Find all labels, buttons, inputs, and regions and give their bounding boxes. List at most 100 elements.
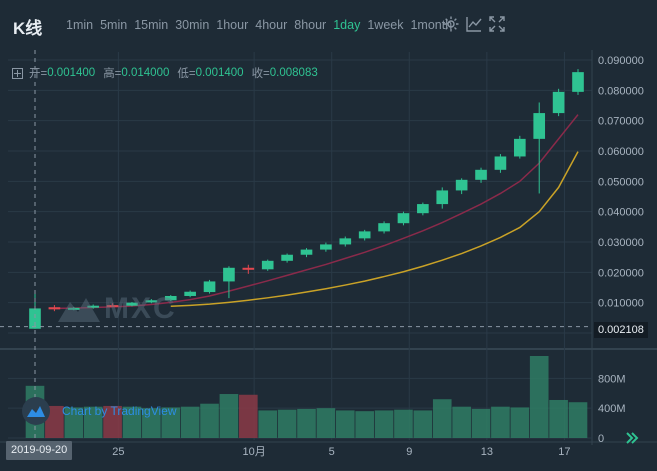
watermark-text: MXC [104,292,177,325]
mxc-logo-icon [58,298,100,322]
candle-body [397,213,410,224]
interval-tab-1hour[interactable]: 1hour [216,18,249,32]
volume-bar [277,409,297,438]
volume-bar [64,407,84,438]
volume-bar [83,406,103,438]
interval-tab-1day[interactable]: 1day [333,18,361,32]
volume-bar [219,394,239,438]
price-tick-label: 0.090000 [598,55,644,67]
candle-body [184,291,196,296]
scroll-to-realtime-button[interactable] [622,428,642,448]
candle-body [417,204,429,214]
ma-slow-line [170,151,579,308]
tradingview-icon [22,397,50,425]
volume-bar [142,408,161,438]
candle-body [145,300,158,303]
candle-body [223,267,235,282]
volume-bar [239,394,258,438]
price-tick-label: 0.040000 [598,207,644,219]
candle-body [320,244,332,250]
mxc-watermark: MXC [58,292,177,326]
candle-body [552,91,565,114]
candle-body [475,169,487,180]
interval-tab-30min[interactable]: 30min [175,18,210,32]
volume-bar [568,402,588,438]
candle-body [514,138,526,157]
ohlc-legend: 开= 0.001400 高= 0.014000 低= 0.001400 收= 0… [12,65,326,81]
volume-bar [335,410,355,438]
interval-tab-1week[interactable]: 1week [367,18,404,32]
candle-body [300,249,313,255]
time-tick-label: 13 [481,446,493,458]
candle-body [572,72,584,92]
volume-tick-label: 400M [598,403,626,415]
volume-bar [491,406,510,438]
volume-tick-label: 0 [598,433,604,445]
volume-bar [355,411,374,438]
high-value: 0.014000 [121,67,170,79]
candle-body [533,113,546,139]
ma-fast-line [54,114,579,310]
volume-bar [471,408,491,438]
price-tick-label: 0.070000 [598,116,644,128]
volume-bar [374,410,394,438]
tradingview-link[interactable]: Chart by TradingView [22,397,177,425]
time-tick-label: 10月 [243,446,266,458]
candle-body [378,223,390,232]
time-tick-label: 5 [329,446,335,458]
indicator-icon[interactable] [465,15,483,33]
crosshair-date-badge: 2019-09-20 [6,441,73,460]
fullscreen-icon[interactable] [488,15,506,33]
low-label: 低= [177,68,196,80]
volume-tick-label: 800M [598,373,626,385]
volume-bar [316,408,336,438]
settings-icon[interactable] [442,15,460,33]
crosshair-price-badge: 0.002108 [594,322,648,338]
low-value: 0.001400 [195,67,244,79]
close-label: 收= [251,68,270,80]
volume-bar [413,410,433,438]
double-chevron-right-icon [626,432,639,444]
price-tick-label: 0.010000 [598,298,644,310]
volume-bar [432,399,452,438]
volume-bar [510,407,530,438]
candle-body [455,179,468,191]
collapse-legend-icon[interactable] [12,67,23,79]
volume-bar [103,405,122,438]
candle-body [242,267,255,270]
price-tick-label: 0.030000 [598,237,644,249]
volume-bar [45,405,64,438]
volume-bar [122,406,142,438]
candle-body [67,307,80,310]
volume-bar [452,406,471,438]
candle-body [106,305,119,308]
volume-bar [258,410,278,438]
candle-body [29,308,41,329]
interval-tabs: 1min 5min 15min 30min 1hour 4hour 8hour 1day 1we… [66,18,459,32]
interval-tab-5min[interactable]: 5min [100,18,128,32]
volume-bar [200,403,219,438]
candle-body [164,295,177,301]
candle-body [436,190,449,205]
interval-tab-1month[interactable]: 1month [410,18,453,32]
candle-body [339,238,352,245]
interval-tab-15min[interactable]: 15min [134,18,169,32]
interval-tab-1min[interactable]: 1min [66,18,94,32]
volume-bar [549,399,568,438]
chart-header: K线 1min 5min 15min 30min 1hour 4hour 8hour 1day… [0,0,657,50]
price-tick-label: 0.020000 [598,267,644,279]
tradingview-label: Chart by TradingView [62,404,177,418]
time-tick-label: 25 [112,446,124,458]
candle-body [281,254,293,261]
candle-body [494,156,507,170]
volume-bar [161,407,181,438]
candle-body [126,302,138,306]
open-value: 0.001400 [47,67,96,79]
candle-body [358,231,371,239]
interval-tab-8hour[interactable]: 8hour [294,18,327,32]
volume-bar [394,409,413,438]
price-tick-label: 0.080000 [598,85,644,97]
interval-tab-4hour[interactable]: 4hour [255,18,288,32]
time-tick-label: 17 [558,446,570,458]
